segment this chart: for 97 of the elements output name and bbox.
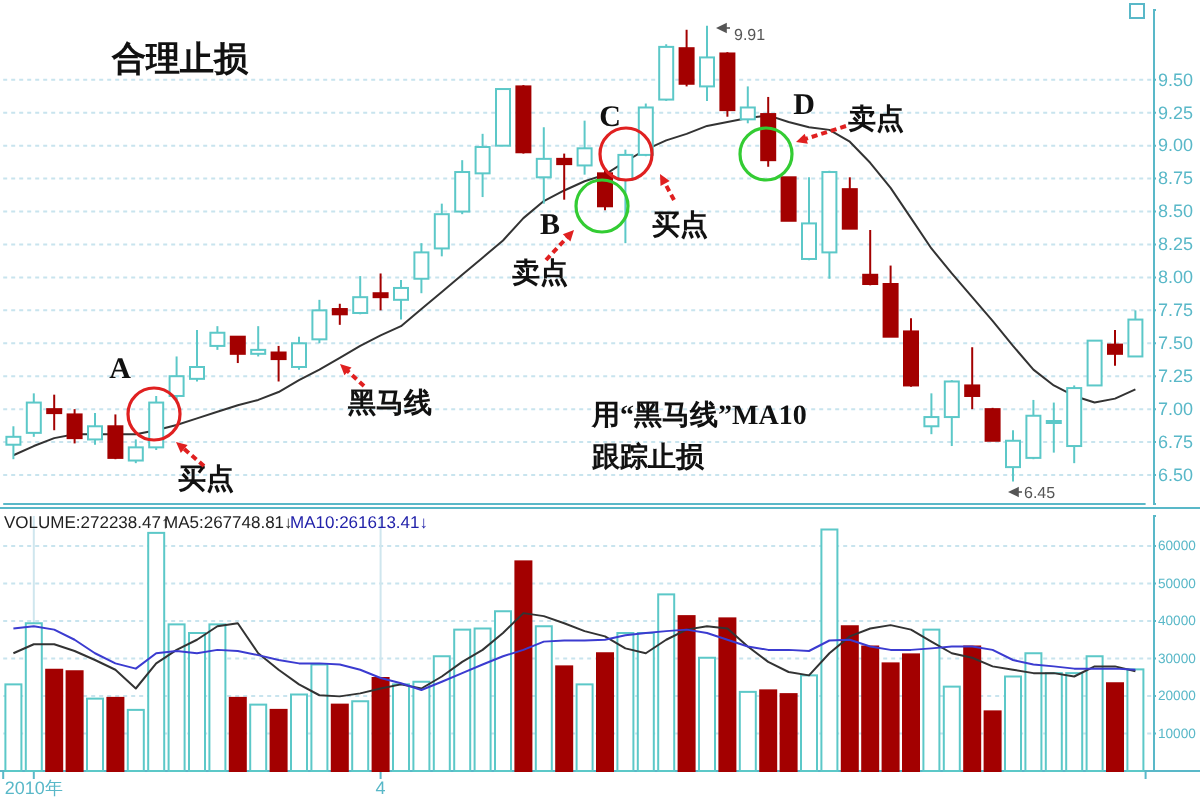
bar — [86, 697, 104, 772]
y-tick-label: 8.25 — [1158, 234, 1194, 255]
bar — [698, 656, 716, 772]
annotation: B — [539, 210, 561, 242]
annotation: 黑马线 — [346, 388, 432, 420]
candlestick — [1086, 339, 1103, 387]
bar — [677, 615, 696, 772]
annotation: 用“黑马线”MA10 — [590, 400, 807, 432]
bar — [534, 625, 553, 772]
y-tick-label: 7.75 — [1158, 300, 1194, 321]
candlestick — [454, 159, 471, 216]
bar — [596, 652, 614, 772]
candlestick — [372, 272, 389, 312]
candlestick — [801, 176, 817, 262]
candlestick — [943, 379, 960, 448]
annotation: 6.45 — [1024, 484, 1057, 502]
candlestick — [5, 425, 22, 461]
candlestick — [535, 126, 552, 205]
y-tick-label: 8.00 — [1158, 267, 1194, 288]
y-tick-label: 7.50 — [1158, 333, 1194, 354]
candlestick — [250, 325, 267, 358]
candlestick — [393, 279, 409, 321]
candlestick — [25, 392, 42, 438]
bar — [1106, 682, 1124, 772]
x-tick-label: 4 — [375, 778, 386, 798]
candlestick — [474, 132, 491, 199]
candlestick — [1025, 398, 1042, 461]
bar — [269, 708, 288, 772]
candlestick — [984, 406, 1001, 442]
candlestick — [739, 85, 756, 125]
annotation: MA5:267748.81↓ — [164, 512, 293, 532]
candlestick — [841, 176, 858, 230]
candlestick — [107, 413, 124, 461]
bar — [514, 560, 533, 772]
candlestick — [678, 28, 695, 88]
bar — [575, 683, 594, 772]
y-tick-label: 7.00 — [1158, 398, 1194, 419]
bar — [371, 677, 390, 772]
bar — [351, 700, 370, 772]
y-tick-label: 9.50 — [1158, 69, 1194, 90]
bar — [330, 703, 349, 772]
annotation: A — [109, 354, 132, 386]
bar — [106, 696, 125, 772]
bar — [738, 690, 757, 772]
annotation: C — [599, 102, 621, 134]
annotation: D — [793, 90, 816, 122]
y-tick-label: 6.75 — [1158, 431, 1194, 452]
bar — [718, 617, 737, 772]
annotation: 卖点 — [512, 258, 568, 290]
candlestick — [556, 152, 573, 201]
candlestick — [964, 346, 981, 411]
y-tick-label: 9.00 — [1158, 135, 1194, 156]
candlestick — [127, 438, 144, 465]
candlestick — [291, 335, 307, 371]
candlestick — [760, 95, 777, 168]
bar — [1126, 668, 1145, 772]
candlestick — [331, 302, 348, 326]
candlestick — [352, 275, 369, 316]
candlestick — [87, 412, 103, 446]
line-series — [12, 612, 1137, 698]
candlestick — [1005, 429, 1021, 483]
x-tick-label: 2010年 — [4, 778, 63, 798]
candlestick — [209, 325, 226, 351]
annotation: MA10:261613.41↓ — [290, 512, 428, 532]
candlestick — [780, 176, 797, 222]
annotation: 9.91 — [734, 26, 767, 44]
y-tick-label: 8.50 — [1158, 201, 1194, 222]
candlestick — [46, 393, 63, 432]
candlestick — [311, 298, 328, 345]
candlestick — [148, 394, 165, 451]
y-tick-label: 6.50 — [1158, 464, 1194, 485]
y-tick-label: 7.25 — [1158, 365, 1194, 386]
annotation: 跟踪止损 — [590, 440, 706, 474]
candlestick — [189, 329, 205, 383]
y-tick-label: 8.75 — [1158, 168, 1194, 189]
bar — [249, 703, 268, 772]
bar — [228, 696, 247, 772]
candlestick — [1127, 309, 1144, 358]
candlestick — [66, 408, 83, 445]
candlestick — [923, 392, 940, 436]
bar — [555, 665, 574, 772]
candlestick — [1107, 329, 1123, 367]
candlestick — [229, 335, 246, 365]
candlestick — [1045, 401, 1062, 454]
annotation: 买点 — [652, 210, 708, 242]
annotation: 卖点 — [848, 104, 904, 136]
candlestick — [413, 242, 430, 295]
candlestick — [699, 24, 715, 102]
annotation: 买点 — [178, 464, 234, 496]
line-series — [12, 625, 1137, 691]
text: 合理止损 — [110, 40, 250, 78]
y-tick-label: 9.25 — [1158, 102, 1194, 123]
candlestick — [576, 119, 593, 176]
candlestick — [862, 228, 879, 287]
candlestick — [270, 344, 287, 383]
candlestick — [168, 355, 185, 401]
candlestick — [433, 202, 450, 258]
